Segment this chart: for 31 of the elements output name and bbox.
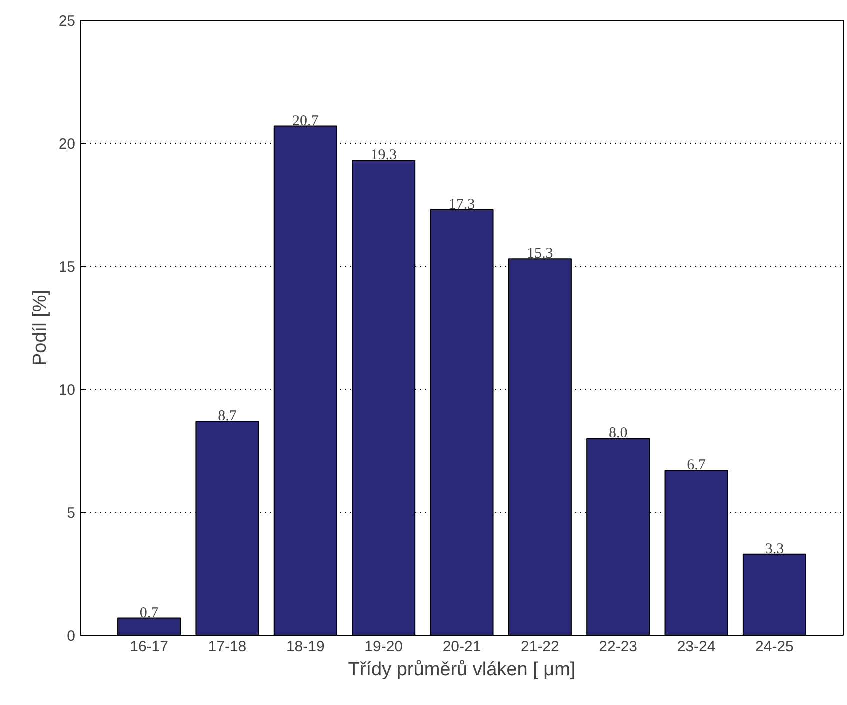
x-tick-label: 24-25 [756,638,794,656]
y-axis-title: Podíl [%] [30,290,51,366]
data-label: 20.7 [292,113,320,130]
bar [118,618,182,636]
data-label: 17.3 [448,196,476,213]
y-tick-label: 20 [58,136,76,153]
y-tick-label: 25 [58,13,76,30]
bar [508,258,572,636]
data-label: 6.7 [687,458,706,474]
x-tick-label: 16-17 [130,638,168,656]
x-tick-label: 21-22 [520,638,560,656]
y-tick-label: 10 [58,382,76,399]
y-tick-label: 0 [67,628,76,645]
data-label: 8.7 [218,408,238,424]
x-tick-label: 20-21 [442,638,482,656]
data-label: 15.3 [527,246,554,262]
x-tick-label: 17-18 [208,638,247,656]
data-label: 3.3 [765,541,784,558]
data-label: 8.0 [608,426,628,442]
x-tick-label: 23-24 [677,638,716,656]
bar [274,126,338,636]
x-tick-label: 22-23 [599,638,638,656]
x-tick-label: 18-19 [286,638,325,656]
x-tick-label: 19-20 [364,638,404,656]
bar [664,470,728,636]
x-axis-title: Třídy průměrů vláken [ μm] [348,660,576,680]
bar [742,554,806,636]
data-label: 19.3 [370,148,397,164]
y-tick-label: 15 [58,259,76,276]
y-tick-label: 5 [67,505,76,522]
data-label: 0.7 [140,605,160,622]
